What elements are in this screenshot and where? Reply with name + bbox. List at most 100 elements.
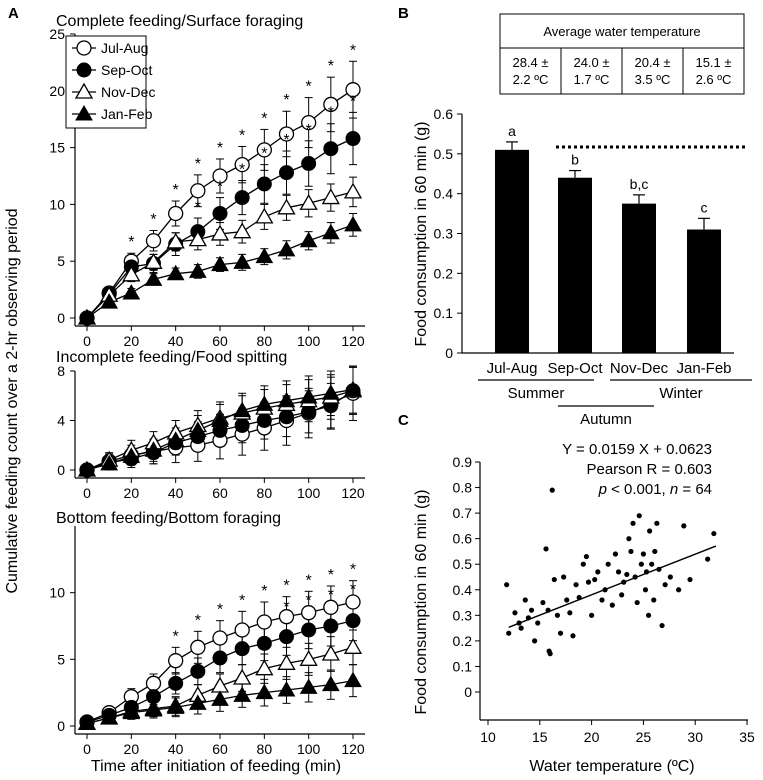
temperature-mean: 28.4 ±	[512, 55, 548, 70]
a3-significance-star: *	[283, 578, 289, 595]
a2-x-tick-label: 0	[83, 485, 91, 501]
a1-point-jan-feb	[78, 308, 96, 325]
a1-plot: 0 5 10 15 20 25 0 20 40 60 80 100 120 * * * * * * * * * * * * * * *…	[49, 26, 365, 349]
c-x-tick-label: 15	[532, 729, 548, 745]
b-category-label: Sep-Oct	[547, 360, 603, 377]
a3-significance-star: *	[217, 602, 223, 619]
a1-significance-star: *	[328, 105, 334, 122]
legend-marker-jul-aug	[76, 40, 92, 56]
stats-end: = 64	[678, 481, 712, 498]
c-scatter-point	[634, 599, 640, 606]
c-y-tick-label: 0.7	[453, 505, 473, 521]
a2-point-jan-feb	[166, 431, 185, 447]
a3-point-jan-feb	[321, 675, 340, 692]
a3-x-tick-label: 20	[124, 741, 140, 757]
temperature-mean: 15.1 ±	[695, 55, 731, 70]
a1-point-jan-feb	[211, 255, 229, 272]
temperature-sd: 2.2 ºC	[513, 72, 549, 87]
c-x-tick-label: 30	[687, 729, 703, 745]
c-x-tick-label: 35	[739, 729, 755, 745]
c-scatter-point	[543, 546, 549, 552]
a1-point-jul-aug	[278, 126, 295, 142]
a1-y-tick-label: 15	[49, 140, 65, 156]
a1-x-tick-label: 60	[212, 333, 228, 349]
a2-point-jan-feb	[211, 411, 229, 427]
temperature-mean: 20.4 ±	[634, 55, 670, 70]
a3-significance-star: *	[306, 572, 312, 589]
c-y-tick-label: 0	[464, 684, 472, 700]
a1-point-jan-feb	[188, 262, 207, 278]
a2-point-sep-oct	[279, 409, 294, 425]
a3-point-nov-dec	[343, 638, 363, 654]
c-y-tick-label: 0.3	[453, 607, 473, 623]
a2-x-tick-label: 40	[168, 485, 184, 501]
a1-chart-title: Complete feeding/Surface foraging	[56, 13, 303, 30]
a1-point-sep-oct	[279, 165, 294, 181]
a1-point-jan-feb	[255, 247, 274, 264]
a2-point-jan-feb	[277, 391, 296, 408]
a1-point-jul-aug	[168, 205, 184, 222]
c-y-tick-label: 0.4	[453, 582, 473, 598]
a1-point-jul-aug	[256, 142, 272, 158]
c-scatter-point	[651, 597, 657, 603]
a1-point-jul-aug	[190, 183, 206, 199]
panel-label-b: B	[398, 5, 409, 22]
a3-point-jul-aug	[278, 609, 295, 625]
a1-y-tick-label: 20	[49, 83, 65, 99]
a2-point-jan-feb	[100, 454, 119, 471]
a1-point-sep-oct	[256, 176, 272, 192]
a3-y-tick-label: 10	[49, 585, 65, 601]
a1-point-sep-oct	[345, 131, 361, 147]
a1-significance-star: *	[328, 58, 334, 75]
b-category-label: Nov-Dec	[610, 360, 669, 377]
a1-point-jul-aug	[212, 168, 228, 184]
c-scatter-point	[662, 582, 668, 588]
a3-x-tick-label: 80	[257, 741, 273, 757]
a1-point-jan-feb	[144, 270, 163, 286]
c-x-tick-label: 10	[480, 729, 496, 745]
a3-point-jan-feb	[233, 686, 252, 702]
stats-p: p	[598, 481, 607, 498]
c-scatter-point	[645, 612, 652, 618]
c-scatter-point	[599, 597, 605, 603]
a1-point-jan-feb	[100, 293, 119, 309]
b-y-tick-label: 0.2	[434, 265, 454, 281]
legend-label-nov-dec: Nov-Dec	[101, 84, 155, 100]
stats-n: n	[670, 481, 678, 498]
a3-x-tick-label: 60	[212, 741, 228, 757]
a1-point-jul-aug	[345, 82, 361, 98]
a3-point-sep-oct	[190, 663, 206, 679]
c-scatter-point	[512, 610, 518, 616]
c-scatter-point	[659, 622, 665, 629]
a3-point-nov-dec	[299, 650, 318, 666]
a3-point-jan-feb	[144, 700, 163, 717]
c-scatter-point	[592, 576, 598, 583]
c-scatter-point	[711, 530, 717, 537]
a3-point-sep-oct	[279, 629, 294, 645]
c-regression-line	[508, 545, 717, 628]
a3-point-jan-feb	[166, 698, 185, 714]
a3-significance-star: *	[195, 612, 201, 629]
a3-significance-star: *	[239, 592, 245, 609]
a3-point-jul-aug	[168, 653, 184, 669]
legend-label-jul-aug: Jul-Aug	[101, 40, 148, 56]
c-scatter-point	[549, 487, 555, 493]
a3-point-sep-oct	[168, 675, 184, 691]
a2-x-tick-label: 100	[297, 485, 321, 501]
panel-label-c: C	[398, 412, 409, 429]
b-category-label: Jul-Aug	[487, 360, 538, 377]
c-scatter-point	[580, 561, 586, 567]
c-scatter-point	[624, 571, 630, 578]
a2-y-tick-label: 4	[57, 413, 65, 429]
a3-significance-star: *	[261, 583, 267, 600]
a2-y-tick-label: 0	[57, 462, 65, 478]
a1-point-nov-dec	[144, 253, 163, 269]
c-scatter-point	[567, 610, 573, 616]
a1-point-jan-feb	[299, 231, 318, 248]
a2-point-jan-feb	[255, 395, 274, 411]
b-y-tick-label: 0	[445, 345, 453, 361]
a3-point-sep-oct	[234, 641, 250, 657]
a-ylabel: Cumulative feeding count over a 2-hr obs…	[4, 208, 21, 593]
b-bar-jul-aug	[495, 149, 529, 353]
